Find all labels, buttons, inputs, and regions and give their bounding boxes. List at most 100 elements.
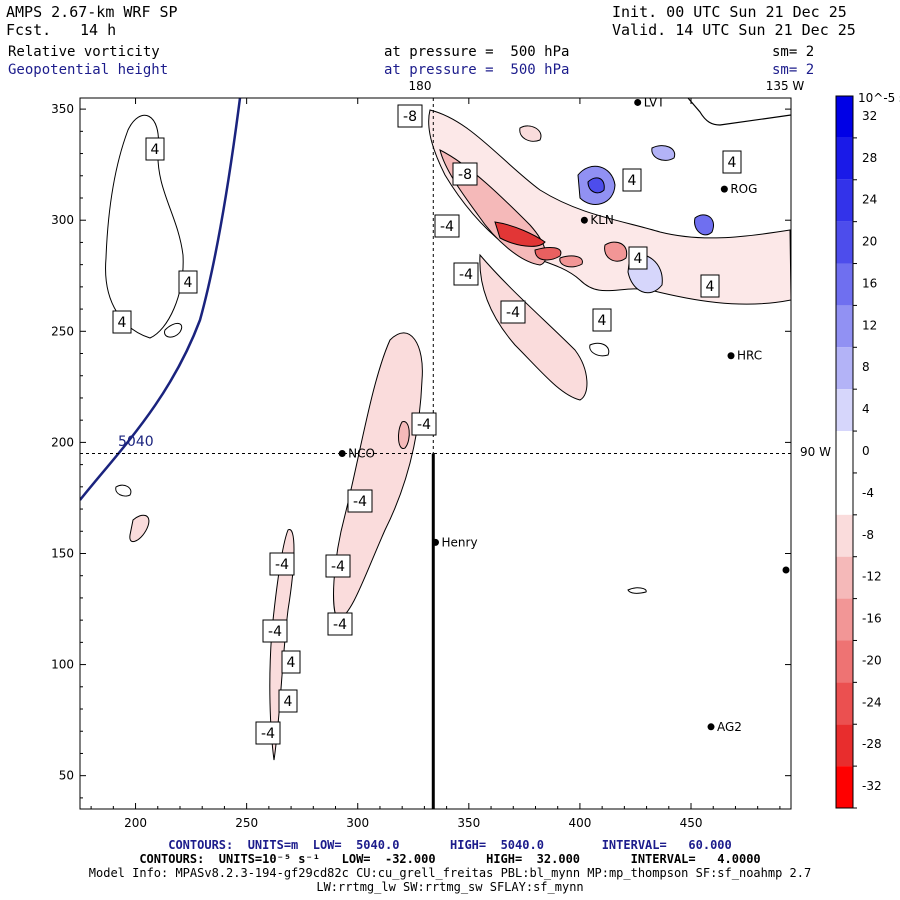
colorbar-segment-16 xyxy=(836,766,853,808)
station-label-nco: NCO xyxy=(348,447,375,461)
x-tick-label-5: 450 xyxy=(680,816,703,830)
colorbar-segment-3 xyxy=(836,221,853,264)
colorbar-segment-0 xyxy=(836,96,853,138)
colorbar-segment-11 xyxy=(836,556,853,599)
contour-label-box-16 xyxy=(622,168,642,192)
contour-label-6: -4 xyxy=(353,494,367,510)
small-contour-4 xyxy=(589,342,610,357)
contour-label-box-21 xyxy=(278,689,298,713)
station-label-hrc: HRC xyxy=(737,349,762,363)
contour-labels-layer: -8 -8 -4 -4 -4 -4 -4 -4 -4 -4 -4 -4 4 4 4 4 4 4 4 4 4 4 xyxy=(112,104,742,745)
station-label-ag2: AG2 xyxy=(717,720,742,734)
colorbar-segment-9 xyxy=(836,472,853,515)
init-time: Init. 00 UTC Sun 21 Dec 25 xyxy=(612,3,847,21)
contour-label-12: 4 xyxy=(151,142,160,158)
station-marker-ag2 xyxy=(707,723,715,731)
negative-core-3 xyxy=(559,255,583,268)
colorbar-segment-2 xyxy=(836,179,853,222)
contour-label-box-15 xyxy=(722,150,742,174)
field1-name: Relative vorticity xyxy=(8,44,160,60)
colorbar-label-2: 24 xyxy=(862,193,877,207)
contour-label-8: -4 xyxy=(275,557,289,573)
colorbar-label-10: -8 xyxy=(862,528,874,542)
meridian-label: 180 xyxy=(409,79,432,93)
colorbar-label-3: 20 xyxy=(862,235,877,249)
colorbar-segment-5 xyxy=(836,305,853,348)
contour-label-box-8 xyxy=(269,552,295,576)
model-title: AMPS 2.67-km WRF SP xyxy=(6,3,178,21)
colorbar-segment-15 xyxy=(836,724,853,767)
colorbar-label-9: -4 xyxy=(862,486,874,500)
colorbar-label-7: 4 xyxy=(862,402,870,416)
plot-frame xyxy=(79,97,792,810)
forecast-label: Fcst. xyxy=(6,21,52,39)
contour-label-box-1 xyxy=(452,162,478,186)
contour-label-box-3 xyxy=(434,214,460,238)
contour-label-box-0 xyxy=(397,104,423,128)
contour-label-box-13 xyxy=(178,270,198,294)
valid-time: Valid. 14 UTC Sun 21 Dec 25 xyxy=(612,21,856,39)
colorbar-label-0: 32 xyxy=(862,109,877,123)
colorbar-label-8: 0 xyxy=(862,444,870,458)
colorbar-frame xyxy=(835,95,854,809)
station-label-lvt: LVT xyxy=(644,95,666,109)
colorbar-segment-1 xyxy=(836,137,853,180)
field2-smoothing: sm= 2 xyxy=(772,62,815,78)
upper-right-region xyxy=(428,109,791,305)
y-tick-label-5: 300 xyxy=(51,213,74,227)
colorbar-segment-8 xyxy=(836,431,853,473)
colorbar-label-4: 16 xyxy=(862,276,877,290)
contour-label-box-9 xyxy=(327,612,353,636)
small-contour-2 xyxy=(115,484,132,497)
contour-label-1: -8 xyxy=(458,167,472,183)
geopotential-label: 5040 xyxy=(118,434,154,450)
contour-label-21: 4 xyxy=(284,694,293,710)
positive-core-6 xyxy=(651,145,676,161)
station-marker-lvt xyxy=(634,98,642,106)
y-tick-label-4: 250 xyxy=(51,324,74,338)
x-tick-label-4: 400 xyxy=(568,816,591,830)
contour-label-box-19 xyxy=(592,308,612,332)
station-marker-kln xyxy=(580,216,588,224)
colorbar-label-12: -16 xyxy=(862,612,882,626)
contour-label-box-11 xyxy=(255,721,281,745)
contour-label-13: 4 xyxy=(184,275,193,291)
footer-contours-height: CONTOURS: UNITS=m LOW= 5040.0 HIGH= 5040… xyxy=(168,838,732,852)
parallel-label: 90 W xyxy=(800,445,831,459)
station-marker-nco xyxy=(338,450,346,457)
contour-label-9: -4 xyxy=(333,617,347,633)
colorbar-segment-13 xyxy=(836,640,853,683)
contour-label-box-2 xyxy=(411,412,437,436)
negative-tail xyxy=(479,253,588,401)
station-label-rog: ROG xyxy=(730,182,757,196)
y-tick-label-1: 100 xyxy=(51,658,74,672)
contour-label-19: 4 xyxy=(598,313,607,329)
negative-vorticity-band xyxy=(333,332,423,621)
contour-label-7: -4 xyxy=(331,559,345,575)
negative-core-2 xyxy=(534,247,562,261)
negative-vorticity-core xyxy=(397,421,410,449)
y-tick-label-6: 350 xyxy=(51,102,74,116)
station-marker-rog xyxy=(720,185,728,193)
contour-label-14: 4 xyxy=(118,315,127,331)
x-tick-label-2: 300 xyxy=(346,816,369,830)
colorbar-label-1: 28 xyxy=(862,151,877,165)
contour-label-10: -4 xyxy=(268,624,282,640)
station-marker-hrc xyxy=(727,352,735,360)
x-tick-label-1: 250 xyxy=(235,816,258,830)
colorbar-label-14: -24 xyxy=(862,695,882,709)
contour-label-box-12 xyxy=(145,137,165,161)
left-island-contour xyxy=(105,114,184,339)
colorbar-segment-10 xyxy=(836,514,853,557)
contour-label-box-18 xyxy=(700,274,720,298)
colorbar: 10^-5 s^-1 32 28 24 20 16 12 8 4 0 -4 -8 -12 -16 -20 -2… xyxy=(835,91,900,809)
station-label-henry: Henry xyxy=(442,535,478,549)
contour-label-box-6 xyxy=(347,489,373,513)
station-marker-edge xyxy=(782,566,790,574)
contour-label-16: 4 xyxy=(628,173,637,189)
footer-contours-vorticity: CONTOURS: UNITS=10⁻⁵ s⁻¹ LOW= -32.000 HI… xyxy=(139,852,761,866)
colorbar-segment-12 xyxy=(836,598,853,641)
contour-label-box-14 xyxy=(112,310,132,334)
contour-label-11: -4 xyxy=(261,726,275,742)
